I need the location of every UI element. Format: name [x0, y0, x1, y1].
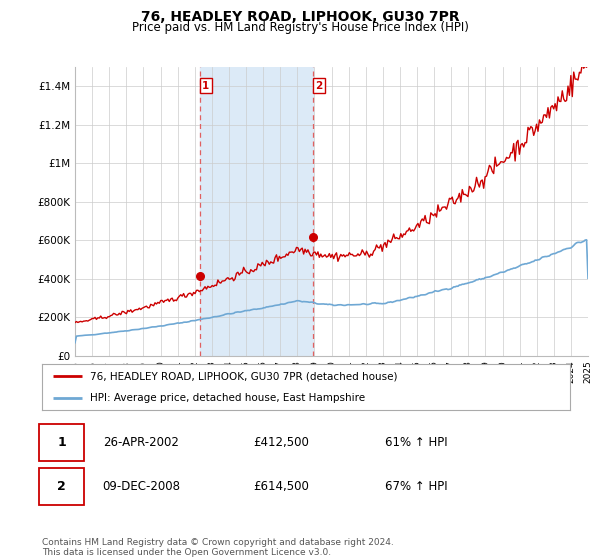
Text: 09-DEC-2008: 09-DEC-2008 [103, 480, 181, 493]
Bar [200, 67, 313, 356]
Text: 76, HEADLEY ROAD, LIPHOOK, GU30 7PR (detached house): 76, HEADLEY ROAD, LIPHOOK, GU30 7PR (det… [89, 371, 397, 381]
FancyBboxPatch shape [40, 424, 84, 461]
Text: 26-APR-2002: 26-APR-2002 [103, 436, 179, 449]
FancyBboxPatch shape [40, 468, 84, 505]
Text: 67% ↑ HPI: 67% ↑ HPI [385, 480, 448, 493]
Text: 1: 1 [202, 81, 209, 91]
Text: 61% ↑ HPI: 61% ↑ HPI [385, 436, 448, 449]
Text: 2: 2 [58, 480, 66, 493]
Text: £412,500: £412,500 [253, 436, 309, 449]
Text: Contains HM Land Registry data © Crown copyright and database right 2024.
This d: Contains HM Land Registry data © Crown c… [42, 538, 394, 557]
Text: 1: 1 [58, 436, 66, 449]
Text: Price paid vs. HM Land Registry's House Price Index (HPI): Price paid vs. HM Land Registry's House … [131, 21, 469, 34]
Text: 76, HEADLEY ROAD, LIPHOOK, GU30 7PR: 76, HEADLEY ROAD, LIPHOOK, GU30 7PR [140, 10, 460, 24]
Text: 2: 2 [316, 81, 323, 91]
Text: £614,500: £614,500 [253, 480, 309, 493]
Text: HPI: Average price, detached house, East Hampshire: HPI: Average price, detached house, East… [89, 393, 365, 403]
